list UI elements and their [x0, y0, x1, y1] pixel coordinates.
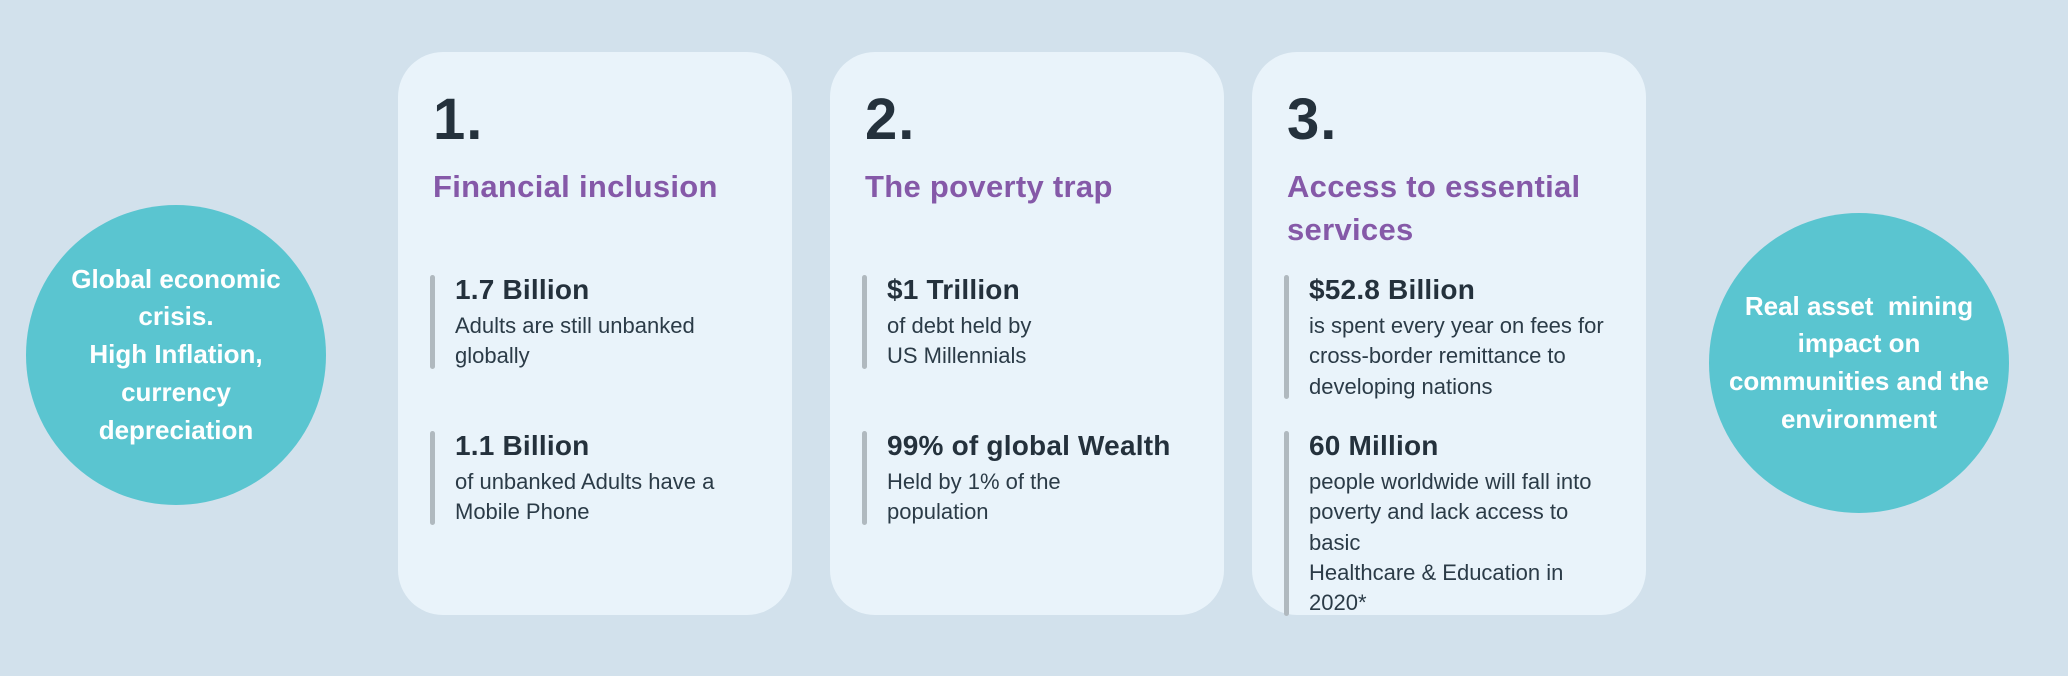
card-title: The poverty trap — [865, 169, 1113, 204]
stat-description: people worldwide will fall into poverty … — [1309, 469, 1592, 616]
stat-value: 99% of global Wealth — [887, 430, 1171, 461]
card-number: 1. — [433, 87, 484, 152]
stat-block: 1.7 Billion Adults are still unbanked gl… — [430, 272, 768, 372]
stat-value: $1 Trillion — [887, 274, 1020, 305]
stat-description: is spent every year on fees for cross-bo… — [1309, 313, 1604, 399]
left-circle-text: Global economic crisis. High Inflation, … — [71, 263, 281, 445]
stat-description: of unbanked Adults have a Mobile Phone — [455, 469, 715, 525]
left-circle-badge: Global economic crisis. High Inflation, … — [26, 205, 326, 505]
card-access-essential-services: 3. Access to essential services $52.8 Bi… — [1252, 52, 1646, 616]
stat-block: $52.8 Billion is spent every year on fee… — [1284, 272, 1622, 402]
stat-description: of debt held by US Millennials — [887, 313, 1032, 369]
card-title: Access to essential services — [1287, 169, 1581, 247]
card-financial-inclusion: 1. Financial inclusion 1.7 Billion Adult… — [398, 52, 792, 615]
stat-value: 60 Million — [1309, 430, 1439, 461]
stat-block: 99% of global Wealth Held by 1% of the p… — [862, 428, 1200, 528]
stat-description: Adults are still unbanked globally — [455, 313, 695, 369]
card-title: Financial inclusion — [433, 169, 718, 204]
stat-block: $1 Trillion of debt held by US Millennia… — [862, 272, 1200, 372]
stat-value: $52.8 Billion — [1309, 274, 1475, 305]
right-circle-text: Real asset mining impact on communities … — [1728, 290, 1990, 434]
card-number: 3. — [1287, 87, 1338, 152]
stat-value: 1.1 Billion — [455, 430, 590, 461]
card-poverty-trap: 2. The poverty trap $1 Trillion of debt … — [830, 52, 1224, 615]
right-circle-badge: Real asset mining impact on communities … — [1709, 213, 2009, 513]
stat-description: Held by 1% of the population — [887, 469, 1061, 525]
card-number: 2. — [865, 87, 916, 152]
stat-block: 1.1 Billion of unbanked Adults have a Mo… — [430, 428, 768, 528]
stat-block: 60 Million people worldwide will fall in… — [1284, 428, 1622, 619]
stat-value: 1.7 Billion — [455, 274, 590, 305]
